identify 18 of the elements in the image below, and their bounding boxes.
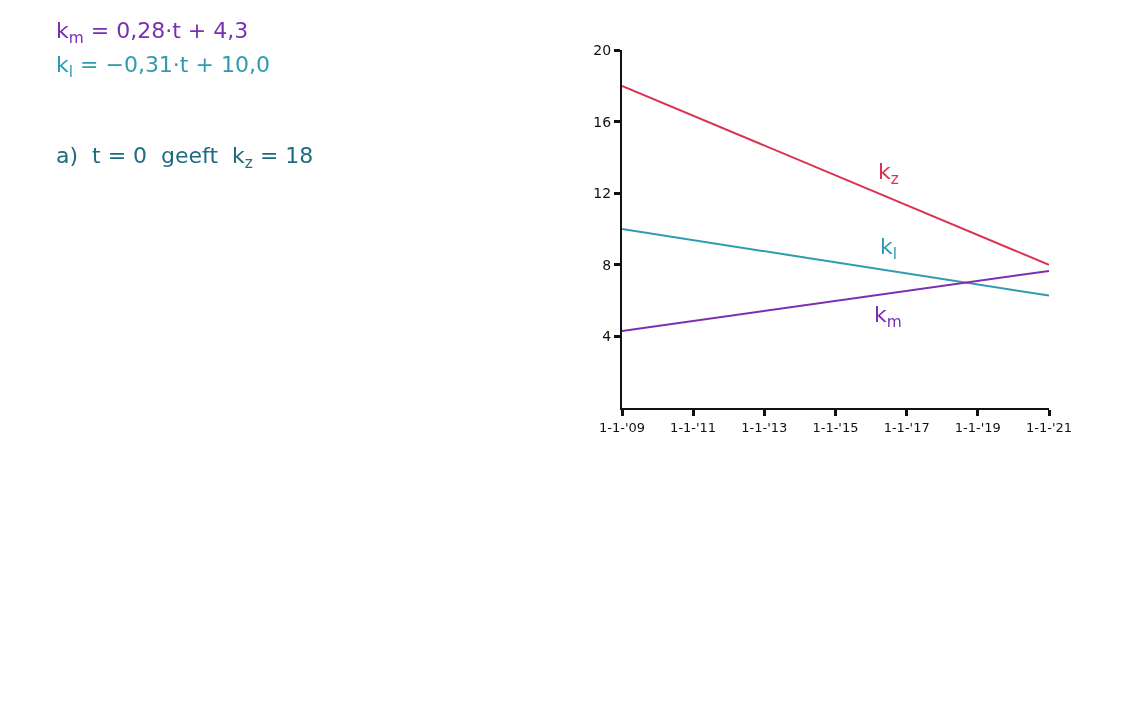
- series-label: k$_{z}$: [878, 159, 899, 188]
- y-tick-label: 8: [602, 256, 612, 273]
- x-tick-label: 1-1-'15: [812, 419, 859, 435]
- y-tick-label: 16: [593, 113, 612, 130]
- x-tick-label: 1-1-'19: [954, 419, 1001, 435]
- x-tick-label: 1-1-'09: [598, 419, 646, 435]
- x-tick-label: 1-1-'11: [670, 419, 717, 435]
- x-tick-label: 1-1-'13: [741, 419, 788, 435]
- text: k$_{l}$ = −0,31·t + 10,0: [56, 52, 270, 81]
- x-tick-label: 1-1-'17: [883, 419, 930, 435]
- y-tick-label: 4: [602, 328, 612, 345]
- text: a) t = 0 geeft k$_{z}$ = 18: [56, 143, 314, 172]
- series-label: k$_{m}$: [874, 302, 902, 331]
- series-label: k$_{l}$: [880, 234, 898, 263]
- y-tick-label: 20: [593, 41, 612, 58]
- y-tick-label: 12: [593, 185, 612, 202]
- text: k$_{m}$ = 0,28·t + 4,3: [56, 18, 249, 47]
- x-tick-label: 1-1-'21: [1025, 419, 1073, 435]
